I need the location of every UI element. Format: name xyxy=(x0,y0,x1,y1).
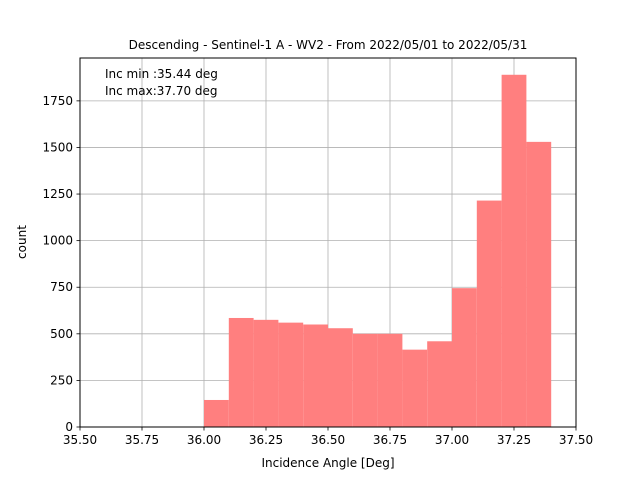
x-tick-label: 35.75 xyxy=(125,433,159,447)
histogram-bar xyxy=(253,319,279,427)
histogram-bar xyxy=(452,288,477,427)
y-axis-label: count xyxy=(15,225,29,259)
y-tick-label: 1250 xyxy=(42,187,73,201)
histogram-bar xyxy=(427,341,452,427)
x-tick-label: 37.50 xyxy=(559,433,593,447)
histogram-bar xyxy=(228,317,254,427)
histogram-bar xyxy=(402,349,428,427)
x-tick-label: 36.00 xyxy=(187,433,221,447)
histogram-bar xyxy=(352,333,378,427)
x-tick-label: 37.00 xyxy=(435,433,469,447)
chart-title: Descending - Sentinel-1 A - WV2 - From 2… xyxy=(129,38,528,52)
x-axis-label: Incidence Angle [Deg] xyxy=(261,456,394,470)
y-tick-label: 250 xyxy=(50,373,73,387)
y-tick-label: 1500 xyxy=(42,140,73,154)
x-axis-ticks: 35.50 35.75 36.00 36.25 36.50 36.75 37.00 37.25… xyxy=(63,427,593,447)
histogram-bar xyxy=(303,324,328,427)
histogram-bar xyxy=(501,74,527,427)
y-tick-label: 0 xyxy=(65,420,73,434)
annotation-inc-max: Inc max:37.70 deg xyxy=(105,84,218,98)
y-tick-label: 500 xyxy=(50,327,73,341)
annotation-inc-min: Inc min :35.44 deg xyxy=(105,67,218,81)
x-tick-label: 35.50 xyxy=(63,433,97,447)
y-tick-label: 1750 xyxy=(42,94,73,108)
x-tick-label: 36.25 xyxy=(249,433,283,447)
histogram-bar xyxy=(328,328,353,427)
histogram-bar xyxy=(278,322,304,427)
histogram-bar xyxy=(204,399,229,427)
x-tick-label: 36.50 xyxy=(311,433,345,447)
y-tick-label: 750 xyxy=(50,280,73,294)
histogram-bar xyxy=(526,141,552,427)
histogram-bar xyxy=(476,200,502,427)
y-tick-label: 1000 xyxy=(42,234,73,248)
x-tick-label: 36.75 xyxy=(373,433,407,447)
y-axis-ticks: 0 250 500 750 1000 1250 1500 1750 xyxy=(42,94,80,434)
histogram-bar xyxy=(377,333,403,427)
histogram-bars xyxy=(204,74,552,427)
x-tick-label: 37.25 xyxy=(497,433,531,447)
